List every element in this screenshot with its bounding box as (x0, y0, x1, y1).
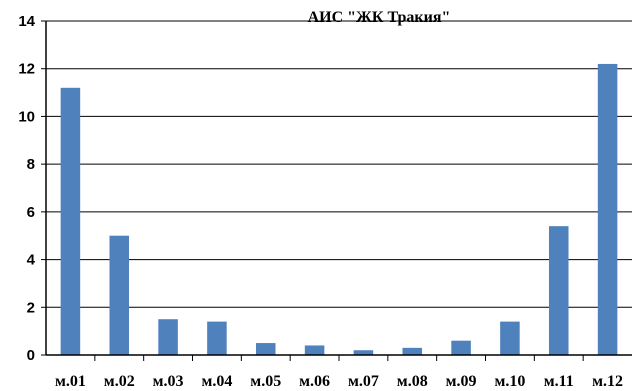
bar-м.07 (353, 350, 374, 355)
x-category-label: м.01 (55, 373, 86, 390)
x-category-label: м.12 (592, 373, 623, 390)
x-category-label: м.05 (250, 373, 281, 390)
x-category-label: м.10 (494, 373, 525, 390)
bar-м.08 (402, 347, 423, 355)
bar-м.12 (597, 63, 618, 355)
chart-title: АИС "ЖК Тракия" (308, 9, 451, 26)
bar-м.03 (158, 319, 178, 355)
x-category-label: м.03 (153, 373, 184, 390)
x-category-label: м.06 (299, 373, 330, 390)
y-tick-label: 12 (18, 61, 35, 78)
x-category-label: м.07 (348, 373, 379, 390)
bar-м.09 (451, 340, 471, 355)
x-category-label: м.08 (397, 373, 428, 390)
y-tick-label: 6 (27, 204, 35, 221)
bars (60, 63, 618, 356)
bar-м.10 (500, 321, 520, 355)
x-category-label: м.04 (201, 373, 232, 390)
bar-м.04 (207, 321, 227, 355)
y-axis-ticks: 0 2 4 6 8 10 12 14 (18, 13, 46, 364)
bar-м.11 (548, 226, 569, 355)
gridlines (46, 20, 632, 308)
bar-м.02 (109, 235, 130, 355)
bar-м.06 (304, 345, 325, 355)
x-category-label: м.11 (544, 373, 574, 390)
bar-м.01 (60, 87, 81, 356)
y-tick-label: 14 (18, 13, 35, 30)
y-tick-label: 2 (27, 299, 35, 316)
y-tick-label: 10 (18, 108, 35, 125)
y-tick-label: 4 (27, 252, 36, 269)
x-axis-categories: м.01 м.02 м.03 м.04 м.05 м.06 м.07 м.08 м.09 м.10… (55, 355, 623, 390)
x-category-label: м.09 (446, 373, 477, 390)
bar-м.05 (255, 343, 276, 355)
y-tick-label: 0 (27, 347, 35, 364)
y-tick-label: 8 (27, 156, 35, 173)
x-category-label: м.02 (104, 373, 135, 390)
